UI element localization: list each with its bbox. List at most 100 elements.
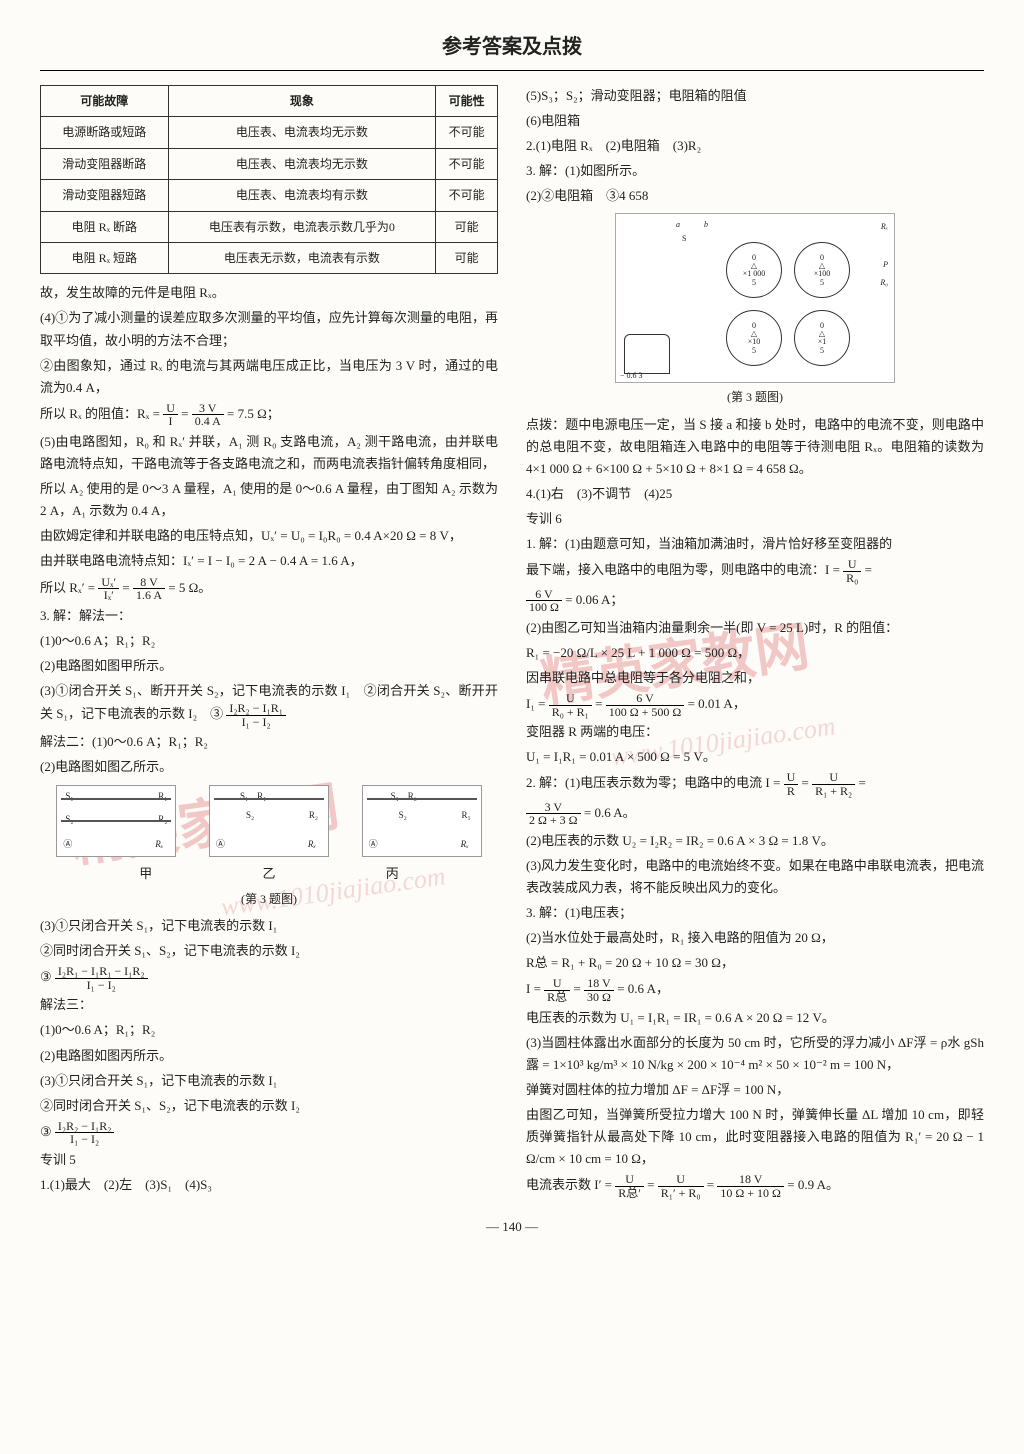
text-line: I = UR总 = 18 V30 Ω = 0.6 A， (526, 977, 984, 1003)
table-row: 电阻 Rₓ 短路电压表无示数，电流表有示数可能 (41, 242, 498, 273)
text-line: 最下端，接入电路中的电阻为零，则电路中的电流：I = UR₀ = (526, 558, 984, 584)
circuit-c: S₁ R₂ S₂R₁ ⒶRₓ (362, 785, 482, 857)
fraction: UR₀ (843, 558, 861, 584)
fraction: UR₀ + R₁ (549, 692, 592, 718)
text-line: (4)①为了减小测量的误差应取多次测量的平均值，应先计算每次测量的电阻，再取平均… (40, 307, 498, 351)
text-line: 3. 解：(1)电压表； (526, 902, 984, 924)
text-line: (3)①只闭合开关 S₁，记下电流表的示数 I₁ (40, 915, 498, 937)
text-line: 1. 解：(1)由题意可知，当油箱加满油时，滑片恰好移至变阻器的 (526, 533, 984, 555)
text-line: (5)由电路图知，R₀ 和 Rₓ′ 并联，A₁ 测 R₀ 支路电流，A₂ 测干路… (40, 431, 498, 475)
text-line: ②同时闭合开关 S₁、S₂，记下电流表的示数 I₂ (40, 940, 498, 962)
text-line: 所以 Rₓ 的阻值：Rₓ = UI = 3 V0.4 A = 7.5 Ω； (40, 402, 498, 428)
th-prob: 可能性 (436, 86, 498, 117)
left-column: 可能故障 现象 可能性 电源断路或短路电压表、电流表均无示数不可能 滑动变阻器断… (40, 85, 498, 1202)
q3-header: 3. 解：解法一： (40, 605, 498, 627)
text-line: 故，发生故障的元件是电阻 Rₓ。 (40, 282, 498, 304)
text-line: R₁ = −20 Ω/L × 25 L + 1 000 Ω = 500 Ω， (526, 642, 984, 664)
diagram-caption: (第 3 题图) (40, 889, 498, 909)
text-line: R总 = R₁ + R₀ = 20 Ω + 10 Ω = 30 Ω， (526, 952, 984, 974)
fraction: UR₁′ + R₀ (658, 1173, 704, 1199)
fraction: 3 V0.4 A (192, 402, 224, 428)
text-line: I₁ = UR₀ + R₁ = 6 V100 Ω + 500 Ω = 0.01 … (526, 692, 984, 718)
text-line: 所以 Rₓ′ = Uₓ′Iₓ′ = 8 V1.6 A = 5 Ω。 (40, 576, 498, 602)
text-line: 电压表的示数为 U₁ = I₁R₁ = IR₁ = 0.6 A × 20 Ω =… (526, 1007, 984, 1029)
right-column: (5)S₃；S₂；滑动变阻器；电阻箱的阻值 (6)电阻箱 2.(1)电阻 Rₓ … (526, 85, 984, 1202)
text-line: 解法二：(1)0～0.6 A；R₁；R₂ (40, 731, 498, 753)
fraction: 8 V1.6 A (133, 576, 165, 602)
table-row: 电阻 Rₓ 断路电压表有示数，电流表示数几乎为0可能 (41, 211, 498, 242)
section-header: 专训 5 (40, 1149, 498, 1171)
text-line: (3)当圆柱体露出水面部分的长度为 50 cm 时，它所受的浮力减小 ΔF浮 =… (526, 1032, 984, 1076)
fraction: I₂R₂ − I₁R₂I₁ − I₂ (55, 1120, 115, 1146)
circuit-b: S₁ R₁ S₂R₂ ⒶRₓ (209, 785, 329, 857)
fraction: UR (784, 771, 799, 797)
text-line: 3. 解：(1)如图所示。 (526, 160, 984, 182)
text-line: 2. 解：(1)电压表示数为零；电路中的电流 I = UR = UR₁ + R₂… (526, 771, 984, 797)
text-line: 6 V100 Ω = 0.06 A； (526, 588, 984, 614)
text-line: 变阻器 R 两端的电压： (526, 721, 984, 743)
text-line: (2)电路图如图乙所示。 (40, 756, 498, 778)
text-line: 解法三： (40, 994, 498, 1016)
table-row: 电源断路或短路电压表、电流表均无示数不可能 (41, 117, 498, 148)
text-line: 所以 A₂ 使用的是 0～3 A 量程，A₁ 使用的是 0～0.6 A 量程，由… (40, 478, 498, 522)
fraction: UR₁ + R₂ (812, 771, 855, 797)
text-line: (3)风力发生变化时，电路中的电流始终不变。如果在电路中串联电流表，把电流表改装… (526, 855, 984, 899)
fraction: UR总′ (615, 1173, 644, 1199)
text-line: ③ I₂R₂ − I₁R₂I₁ − I₂ (40, 1120, 498, 1146)
diagram-caption-r: (第 3 题图) (526, 387, 984, 407)
fraction: UI (163, 402, 178, 428)
fraction: I₂R₂ − I₁R₁I₁ − I₂ (226, 702, 286, 728)
table-row: 滑动变阻器短路电压表、电流表均有示数不可能 (41, 180, 498, 211)
dial-1000: 0△×1 0005 (726, 242, 782, 298)
text-line: (2)当水位处于最高处时，R₁ 接入电路的阻值为 20 Ω， (526, 927, 984, 949)
text-line: (1)0～0.6 A；R₁；R₂ (40, 1019, 498, 1041)
text-line: (2)由图乙可知当油箱内油量剩余一半(即 V = 25 L)时，R 的阻值： (526, 617, 984, 639)
page-title: 参考答案及点拨 (40, 30, 984, 71)
text-line: 因串联电路中总电阻等于各分电阻之和， (526, 667, 984, 689)
text-line: 1.(1)最大 (2)左 (3)S₁ (4)S₃ (40, 1174, 498, 1196)
fraction: 3 V2 Ω + 3 Ω (526, 801, 581, 827)
text-line: 3 V2 Ω + 3 Ω = 0.6 A。 (526, 801, 984, 827)
text-line: 由图乙可知，当弹簧所受拉力增大 100 N 时，弹簧伸长量 ΔL 增加 10 c… (526, 1104, 984, 1170)
text-line: (5)S₃；S₂；滑动变阻器；电阻箱的阻值 (526, 85, 984, 107)
text-line: 点拨：题中电源电压一定，当 S 接 a 和接 b 处时，电路中的电流不变，则电路… (526, 414, 984, 480)
text-line: (2)电路图如图甲所示。 (40, 655, 498, 677)
text-line: ③ I₂R₁ − I₁R₁ − I₁R₂I₁ − I₂ (40, 965, 498, 991)
fraction: Uₓ′Iₓ′ (98, 576, 119, 602)
circuit-a: S₁R₁ S₂R₂ ⒶRₓ (56, 785, 176, 857)
th-fault: 可能故障 (41, 86, 169, 117)
text-line: (3)①闭合开关 S₁、断开开关 S₂，记下电流表的示数 I₁ ②闭合开关 S₂… (40, 680, 498, 728)
th-phenom: 现象 (168, 86, 436, 117)
diagram-labels: 甲 乙 丙 (40, 863, 498, 885)
text-line: 2.(1)电阻 Rₓ (2)电阻箱 (3)R₂ (526, 135, 984, 157)
text-line: U₁ = I₁R₁ = 0.01 A × 500 Ω = 5 V。 (526, 746, 984, 768)
text-line: (1)0～0.6 A；R₁；R₂ (40, 630, 498, 652)
fault-table: 可能故障 现象 可能性 电源断路或短路电压表、电流表均无示数不可能 滑动变阻器断… (40, 85, 498, 274)
circuit-diagrams: S₁R₁ S₂R₂ ⒶRₓ S₁ R₁ S₂R₂ ⒶRₓ S₁ R₂ S₂R₁ … (40, 785, 498, 857)
text-line: 由并联电路电流特点知：Iₓ′ = I − I₀ = 2 A − 0.4 A = … (40, 550, 498, 572)
text-line: (6)电阻箱 (526, 110, 984, 132)
text-line: 电流表示数 I′ = UR总′ = UR₁′ + R₀ = 18 V10 Ω +… (526, 1173, 984, 1199)
text-line: ②由图象知，通过 Rₓ 的电流与其两端电压成正比，当电压为 3 V 时，通过的电… (40, 355, 498, 399)
dial-1: 0△×15 (794, 310, 850, 366)
fraction: UR总 (544, 977, 570, 1003)
dial-10: 0△×105 (726, 310, 782, 366)
section-header: 专训 6 (526, 508, 984, 530)
fraction: 6 V100 Ω + 500 Ω (606, 692, 685, 718)
fraction: I₂R₁ − I₁R₁ − I₁R₂I₁ − I₂ (55, 965, 148, 991)
resistance-box-diagram: a b S Rₓ P R₀ − 0.6 3 0△×1 0005 0△×1005 … (615, 213, 895, 383)
table-row: 滑动变阻器断路电压表、电流表均无示数不可能 (41, 148, 498, 179)
page-number: — 140 — (40, 1216, 984, 1238)
fraction: 6 V100 Ω (526, 588, 562, 614)
text-line: 弹簧对圆柱体的拉力增加 ΔF = ΔF浮 = 100 N， (526, 1079, 984, 1101)
text-line: (3)①只闭合开关 S₁，记下电流表的示数 I₁ (40, 1070, 498, 1092)
text-line: (2)电路图如图丙所示。 (40, 1045, 498, 1067)
dial-100: 0△×1005 (794, 242, 850, 298)
text-line: 4.(1)右 (3)不调节 (4)25 (526, 483, 984, 505)
text-line: ②同时闭合开关 S₁、S₂，记下电流表的示数 I₂ (40, 1095, 498, 1117)
fraction: 18 V30 Ω (584, 977, 614, 1003)
fraction: 18 V10 Ω + 10 Ω (717, 1173, 784, 1199)
text-line: (2)电压表的示数 U₂ = I₂R₂ = IR₂ = 0.6 A × 3 Ω … (526, 830, 984, 852)
text-line: (2)②电阻箱 ③4 658 (526, 185, 984, 207)
text-line: 由欧姆定律和并联电路的电压特点知，Uₓ′ = U₀ = I₀R₀ = 0.4 A… (40, 525, 498, 547)
